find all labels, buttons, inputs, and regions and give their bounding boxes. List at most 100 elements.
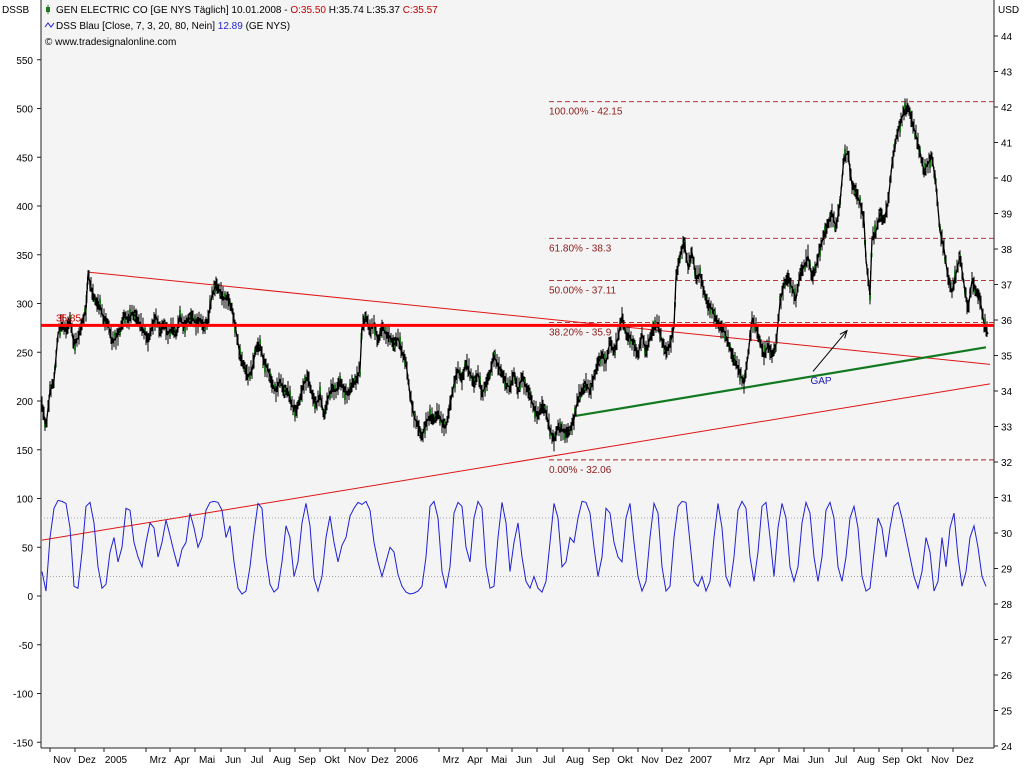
legend-close: C:35.57 (400, 5, 438, 16)
x-tick-label: 2006 (396, 755, 419, 766)
price-candle-body (769, 348, 771, 357)
price-candle-body (319, 386, 321, 396)
price-candle-body (274, 384, 276, 389)
copyright-text: © www.tradesignalonline.com (45, 37, 176, 48)
lower-trendline (41, 383, 991, 541)
price-candle-body (294, 408, 296, 418)
left-tick-label: -100 (13, 690, 33, 701)
right-tick-label: 36 (1001, 316, 1013, 327)
price-candle-body (359, 371, 361, 376)
price-candle-body (444, 421, 446, 427)
price-candle-body (539, 405, 541, 412)
price-candle-body (509, 380, 511, 389)
x-axis-labels: Nov Dez 2005 Mrz Apr Mai Jun Jul Aug Sep Okt Nov Dez… (49, 748, 974, 766)
x-tick-label: Mrz (150, 755, 167, 766)
dss-indicator-line (41, 499, 987, 595)
x-tick-label: Nov (53, 755, 71, 766)
price-candle-body (984, 318, 986, 328)
right-tick-label: 43 (1001, 68, 1013, 79)
fib-level-label: 61.80% - 38.3 (549, 243, 612, 254)
gap-trendline (575, 346, 987, 417)
fib-level-label: 50.00% - 37.11 (549, 286, 617, 297)
price-candle-body (714, 310, 716, 319)
left-tick-label: 250 (16, 348, 33, 359)
x-tick-label: Aug (273, 755, 291, 766)
price-candle-body (819, 248, 821, 257)
price-candle-body (634, 342, 636, 349)
right-tick-label: 30 (1001, 529, 1013, 540)
right-tick-label: 40 (1001, 174, 1013, 185)
gap-annotation: GAP (810, 329, 848, 387)
right-tick-label: 26 (1001, 671, 1013, 682)
price-candle-body (669, 338, 671, 345)
fib-level-label: 0.00% - 32.06 (549, 465, 612, 476)
price-candle-body (654, 320, 656, 327)
dss-indicator (41, 499, 987, 595)
price-candle-body (354, 376, 356, 383)
price-candle-body (154, 318, 156, 327)
x-tick-label: Dez (78, 755, 96, 766)
right-axis-ticks: 24 25 26 27 28 29 30 31 32 33 34 35 36 37 38 39 40 41 42 43… (994, 32, 1013, 753)
price-candle-body (614, 348, 616, 355)
support-line-label: 35.85 (56, 313, 81, 324)
legend-high: H:35.74 (326, 5, 364, 16)
price-candle-body (264, 363, 266, 373)
left-axis-code: DSSB (2, 5, 30, 16)
price-candle-body (899, 123, 901, 133)
price-candle-body (74, 342, 76, 351)
price-candle-body (454, 379, 456, 389)
x-tick-label: Mai (199, 755, 215, 766)
price-candle-body (114, 332, 116, 338)
x-tick-label: Jun (808, 755, 824, 766)
legend-indicator-value: 12.89 (218, 21, 243, 32)
price-candle-body (599, 358, 601, 365)
price-candle-body (249, 374, 251, 379)
x-tick-label: Apr (759, 755, 775, 766)
left-tick-label: -150 (13, 738, 33, 749)
price-candle-body (389, 337, 391, 343)
legend-price-name: GEN ELECTRIC CO [GE NYS Täglich] 10.01.2… (56, 5, 290, 16)
price-candle-body (89, 283, 91, 289)
price-candle-body (824, 226, 826, 234)
price-candle-body (219, 291, 221, 297)
x-tick-label: 2007 (690, 755, 713, 766)
price-legend-icon (46, 5, 50, 14)
x-tick-label: Apr (467, 755, 483, 766)
x-tick-label: Sep (882, 755, 900, 766)
x-tick-label: Nov (931, 755, 949, 766)
price-candle-body (779, 296, 781, 302)
left-tick-label: 200 (16, 397, 33, 408)
price-candle-body (954, 270, 956, 280)
price-candle-body (99, 298, 101, 307)
price-candle-body (829, 214, 831, 220)
x-tick-label: 2005 (105, 755, 128, 766)
price-candle-body (304, 376, 306, 381)
support-line: 35.85 (41, 313, 994, 327)
right-tick-label: 29 (1001, 565, 1013, 576)
left-tick-label: 0 (27, 592, 33, 603)
right-tick-label: 37 (1001, 281, 1013, 292)
x-tick-label: Jun (225, 755, 241, 766)
price-candle-body (579, 394, 581, 400)
x-tick-label: Aug (566, 755, 584, 766)
price-candle-body (584, 384, 586, 390)
price-candle-body (329, 393, 331, 399)
right-tick-label: 32 (1001, 458, 1013, 469)
x-tick-label: Nov (641, 755, 659, 766)
price-candle-body (349, 383, 351, 392)
price-candle-body (834, 225, 836, 230)
price-candle-body (49, 384, 51, 392)
price-candle-body (224, 293, 226, 298)
x-tick-label: Okt (617, 755, 633, 766)
price-candle-body (784, 281, 786, 287)
price-candle-body (534, 410, 536, 418)
fib-level-label: 100.00% - 42.15 (549, 107, 623, 118)
price-candle-body (869, 292, 871, 301)
price-candle-body (544, 406, 546, 411)
left-tick-label: -50 (19, 641, 34, 652)
price-candle-body (739, 372, 741, 381)
legend-indicator-name: DSS Blau [Close, 7, 3, 20, 80, Nein] (56, 21, 218, 32)
price-candle-body (179, 309, 181, 318)
price-candle-body (804, 264, 806, 270)
